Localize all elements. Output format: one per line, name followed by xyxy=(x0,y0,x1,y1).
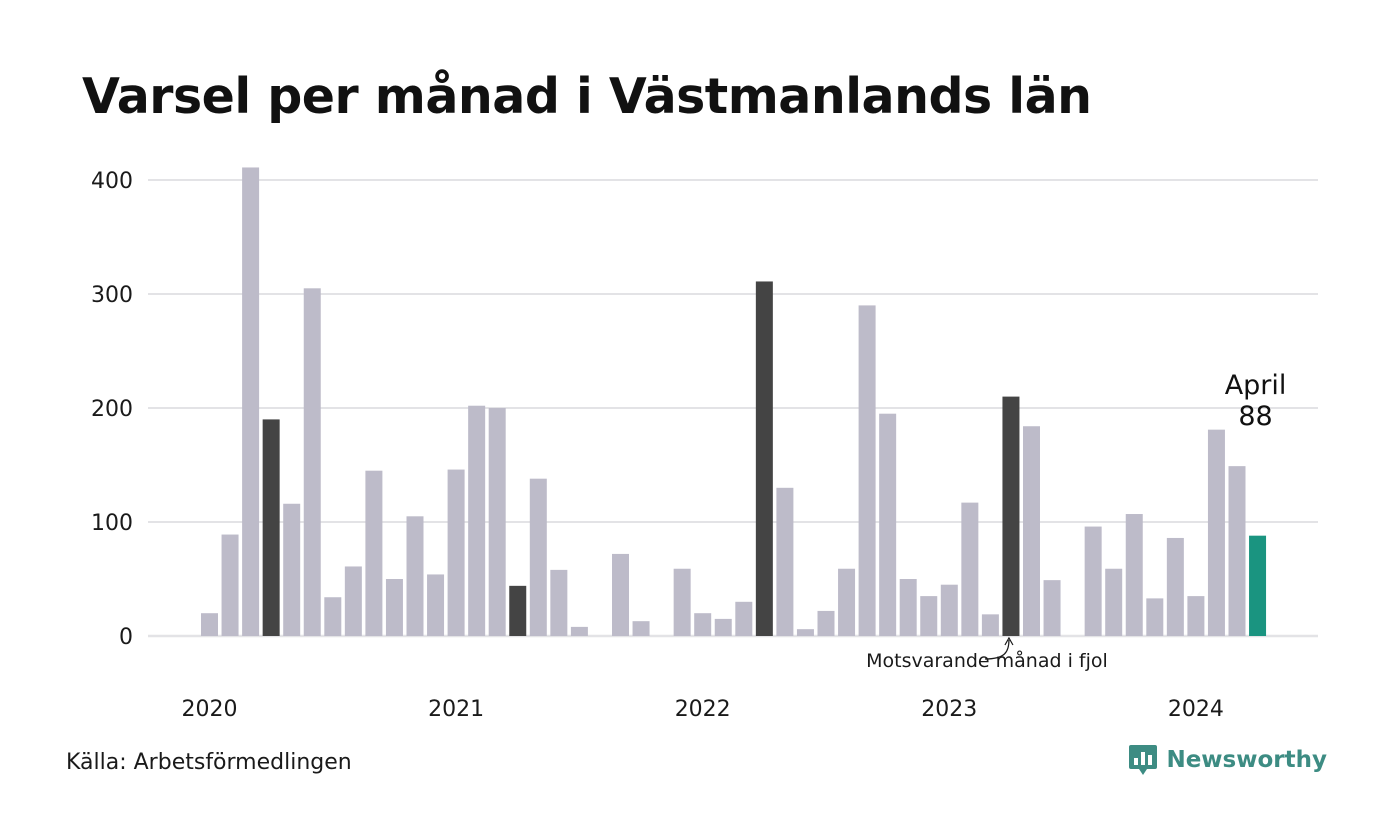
bar-2023-10 xyxy=(1125,514,1143,636)
brand-name: Newsworthy xyxy=(1166,747,1327,773)
bar-2020-07 xyxy=(324,597,342,636)
bar-2022-05 xyxy=(776,487,794,636)
bar-2020-02 xyxy=(221,534,239,636)
bar-2023-04 xyxy=(1002,396,1020,636)
bar-2020-04 xyxy=(262,419,280,636)
newsworthy-logo-icon xyxy=(1129,745,1158,775)
bar-2022-11 xyxy=(899,579,917,636)
bar-2021-02 xyxy=(468,405,486,636)
bar-2021-10 xyxy=(632,621,650,636)
bar-2022-02 xyxy=(714,618,732,636)
bar-2024-03 xyxy=(1228,466,1246,636)
bar-2020-10 xyxy=(385,579,403,636)
annotation-arrow xyxy=(984,639,1010,660)
bar-2023-09 xyxy=(1105,568,1123,636)
x-tick-label: 2020 xyxy=(182,697,238,722)
y-tick-label: 200 xyxy=(91,397,133,422)
bars xyxy=(201,167,1267,636)
bar-2023-12 xyxy=(1166,537,1184,636)
bar-2024-01 xyxy=(1187,596,1205,636)
bar-2022-10 xyxy=(879,413,897,636)
bar-2023-06 xyxy=(1043,580,1061,636)
bar-2023-01 xyxy=(940,584,958,636)
y-tick-label: 100 xyxy=(91,511,133,536)
bar-2020-08 xyxy=(344,566,362,636)
bar-2022-04 xyxy=(755,281,773,636)
bar-2023-05 xyxy=(1023,426,1040,636)
bar-2020-06 xyxy=(303,288,321,636)
bar-2020-03 xyxy=(242,167,260,636)
y-tick-label: 400 xyxy=(91,169,133,194)
current-month-label: April xyxy=(1225,370,1287,401)
bar-2021-07 xyxy=(570,626,588,636)
bar-2021-09 xyxy=(612,553,629,636)
x-tick-label: 2023 xyxy=(921,697,977,722)
bar-2021-12 xyxy=(673,568,691,636)
arrow-head-icon xyxy=(1004,636,1014,646)
bar-2023-08 xyxy=(1084,526,1102,636)
gridlines xyxy=(148,179,1318,638)
bar-2020-01 xyxy=(201,613,218,636)
bar-2022-12 xyxy=(920,596,938,636)
bar-2020-05 xyxy=(283,503,301,636)
bar-2022-08 xyxy=(838,568,856,636)
bar-2022-03 xyxy=(735,601,753,636)
bar-2023-02 xyxy=(961,502,979,636)
x-tick-label: 2024 xyxy=(1168,697,1224,722)
bar-2022-07 xyxy=(817,610,835,636)
y-tick-label: 300 xyxy=(91,283,133,308)
bar-2021-06 xyxy=(550,569,568,636)
bar-2023-03 xyxy=(981,614,999,636)
bar-2020-09 xyxy=(365,470,383,636)
x-tick-label: 2021 xyxy=(428,697,484,722)
bar-2024-04 xyxy=(1249,535,1267,636)
bar-2020-12 xyxy=(427,574,445,636)
x-tick-label: 2022 xyxy=(675,697,731,722)
bar-2022-09 xyxy=(858,305,876,636)
same-month-last-year-label: Motsvarande månad i fjol xyxy=(866,649,1108,672)
y-tick-label: 0 xyxy=(119,625,133,650)
chart-title: Varsel per månad i Västmanlands län xyxy=(82,68,1092,125)
bar-2021-05 xyxy=(529,478,547,636)
bar-2024-02 xyxy=(1207,429,1225,636)
bar-2022-06 xyxy=(796,629,814,636)
bar-2021-03 xyxy=(488,408,506,636)
bar-2020-11 xyxy=(406,516,424,636)
bar-2021-01 xyxy=(447,469,465,636)
bar-2023-11 xyxy=(1146,598,1164,636)
source-note: Källa: Arbetsförmedlingen xyxy=(66,750,352,775)
bar-2021-04 xyxy=(509,585,527,636)
bar-2022-01 xyxy=(694,613,712,636)
axis-labels: 0 100 200 300 400 2020 2021 2022 2023 2024 xyxy=(91,169,1224,722)
brand-logo: Newsworthy xyxy=(1128,743,1327,777)
current-month-value: 88 xyxy=(1238,401,1272,432)
